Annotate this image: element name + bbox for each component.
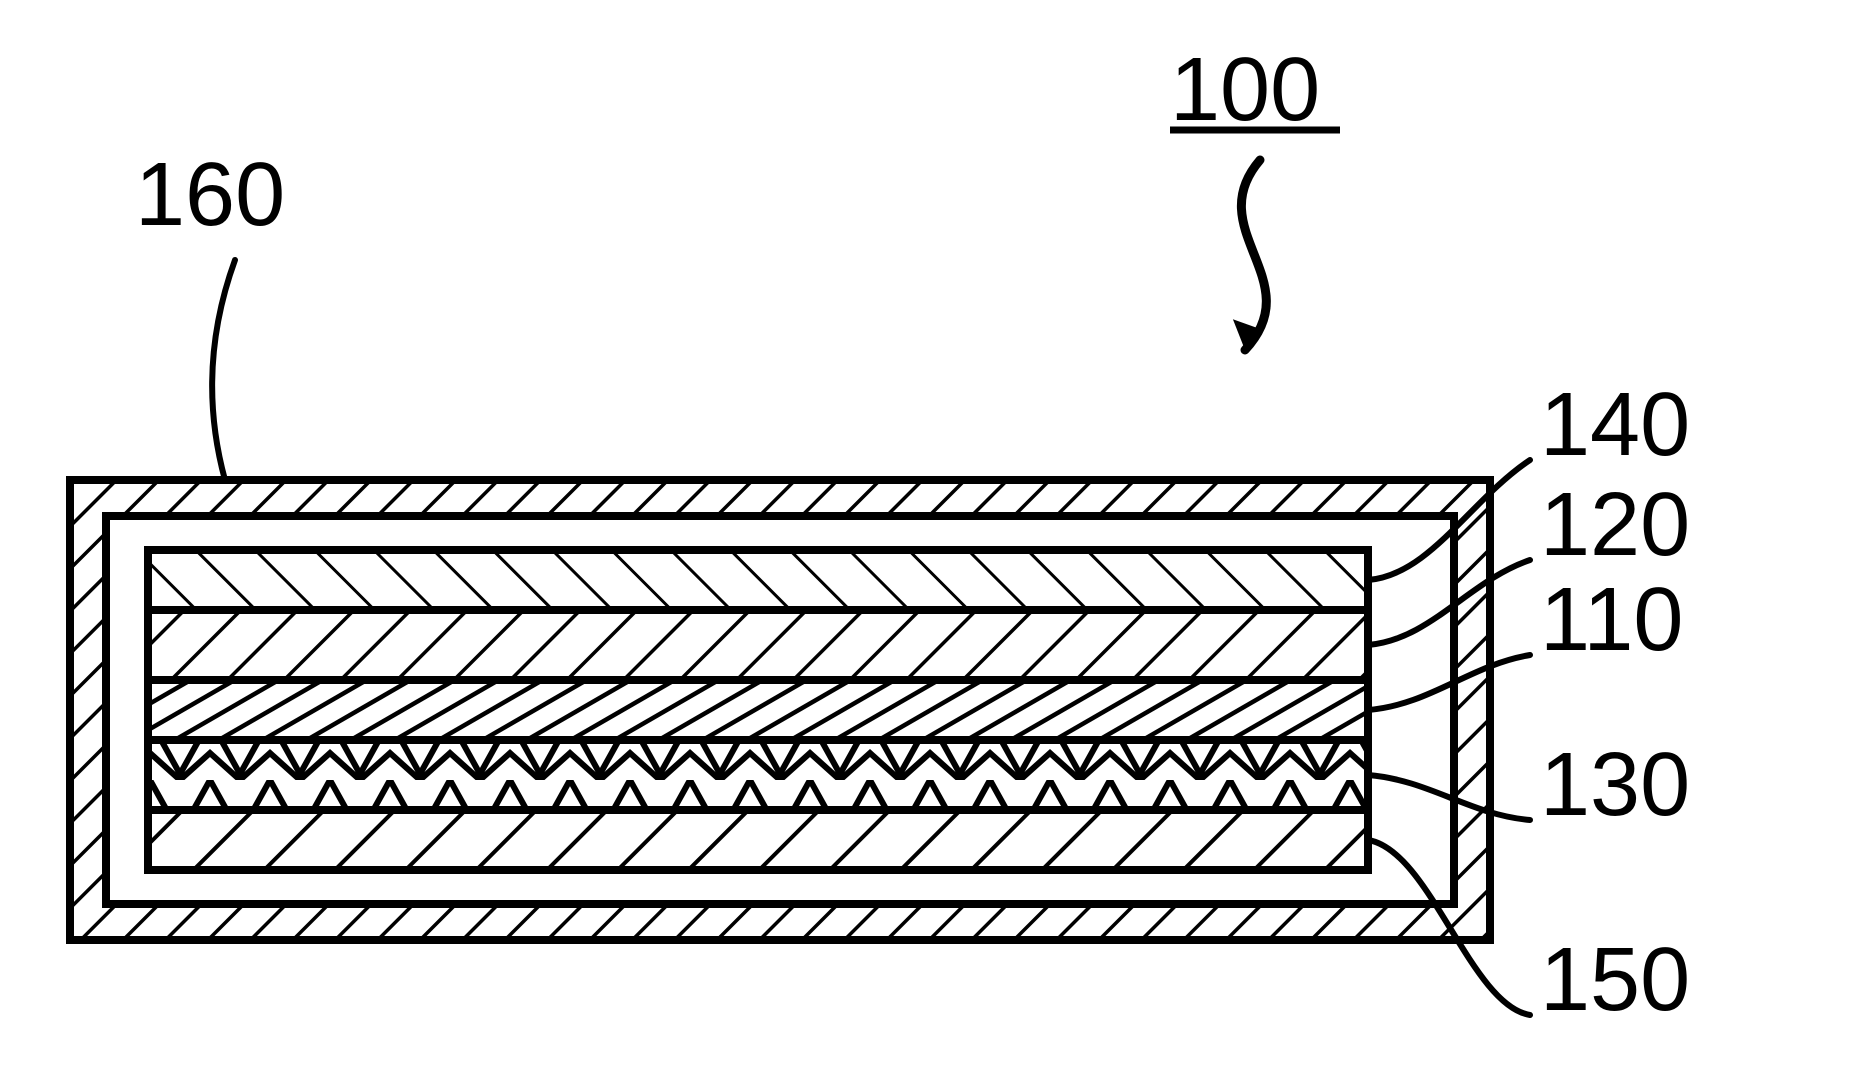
assembly-arrow-shaft <box>1241 160 1266 350</box>
lead-110 <box>1368 655 1530 710</box>
label-130: 130 <box>1540 735 1690 835</box>
label-120: 120 <box>1540 475 1690 575</box>
layer-120 <box>148 610 1368 680</box>
layer-130 <box>148 740 1368 810</box>
assembly-label: 100 <box>1170 40 1320 140</box>
lead-160 <box>212 260 235 480</box>
label-150: 150 <box>1540 930 1690 1030</box>
layer-110 <box>148 680 1368 740</box>
layer-140 <box>148 550 1368 610</box>
label-110: 110 <box>1540 570 1683 670</box>
lead-130 <box>1368 775 1530 820</box>
label-140: 140 <box>1540 375 1690 475</box>
label-160: 160 <box>135 145 285 245</box>
layer-150 <box>148 810 1368 870</box>
